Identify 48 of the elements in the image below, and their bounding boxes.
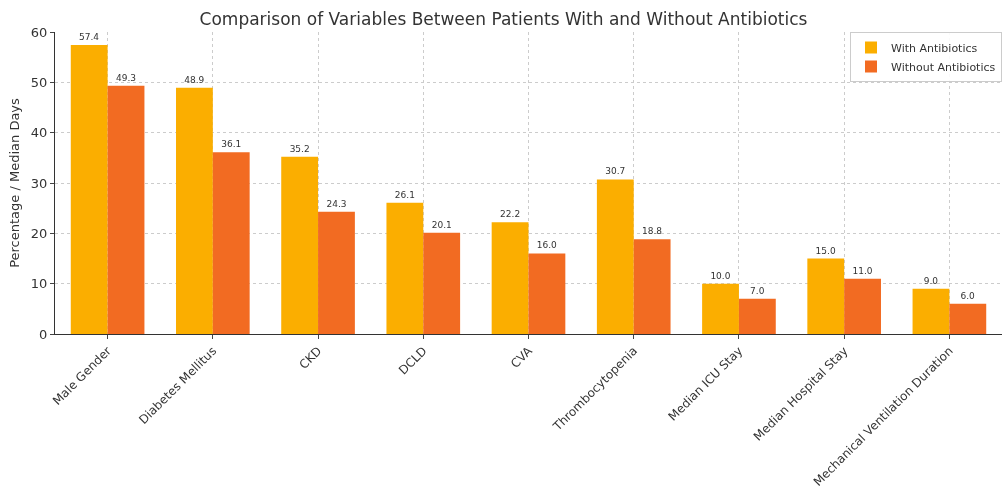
bar [633,239,671,334]
bar [70,45,108,334]
data-label: 22.2 [500,209,521,220]
data-label: 18.8 [641,226,663,237]
bar [107,85,145,334]
bar [386,202,424,334]
y-tick-label: 60 [30,24,48,40]
y-axis-title: Percentage / Median Days [7,97,22,268]
data-label: 26.1 [394,189,415,200]
legend-label: Without Antibiotics [891,60,996,74]
y-tick-label: 0 [39,326,48,342]
data-label: 35.2 [289,143,310,154]
bar [949,303,987,334]
data-label: 9.0 [923,275,939,286]
bar [212,152,250,334]
x-tick-label: CVA [507,343,536,371]
y-tick-label: 20 [30,225,48,241]
bar [844,278,881,334]
data-label: 57.4 [79,32,100,43]
bar [318,211,355,334]
data-label: 20.1 [431,219,452,230]
bar [423,232,461,334]
data-label: 16.0 [536,240,558,251]
data-label: 7.0 [750,285,765,296]
bar [912,288,950,334]
y-tick-label: 30 [30,175,48,191]
bar [491,222,529,334]
bar [596,179,634,334]
data-label: 48.9 [184,74,205,85]
legend-label: With Antibiotics [891,41,978,55]
bar [738,298,776,334]
y-tick-label: 40 [30,125,48,141]
y-tick-label: 10 [30,276,48,292]
bar [528,253,566,334]
data-label: 49.3 [116,72,137,83]
data-label: 6.0 [960,290,976,301]
data-label: 24.3 [326,198,347,209]
data-label: 15.0 [815,245,836,256]
bar [281,156,319,334]
data-label: 36.1 [221,139,242,150]
bar [807,258,845,334]
y-tick-label: 50 [30,74,48,90]
data-label: 30.7 [605,166,626,177]
data-label: 10.0 [710,270,731,281]
bar [176,87,213,334]
chart-title: Comparison of Variables Between Patients With and Without Antibiotics [199,8,808,29]
bar [702,283,739,334]
data-label: 11.0 [852,265,873,276]
